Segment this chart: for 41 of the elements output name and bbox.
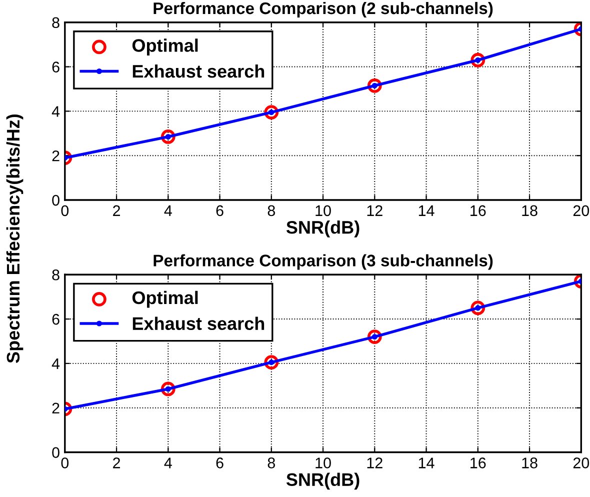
x-tick-label: 4 <box>164 205 172 216</box>
legend-label: Optimal <box>132 290 198 308</box>
x-tick-label: 12 <box>367 205 382 216</box>
x-tick-label: 0 <box>61 458 69 468</box>
legend-label: Optimal <box>132 38 198 56</box>
x-axis-title: SNR(dB) <box>286 220 360 238</box>
y-tick-label: 6 <box>52 314 60 325</box>
x-tick-label: 14 <box>418 458 434 468</box>
x-tick-label: 18 <box>522 205 538 216</box>
x-tick-label: 8 <box>268 205 275 216</box>
y-tick-label: 4 <box>52 358 60 369</box>
y-tick-label: 2 <box>52 150 60 162</box>
x-tick-label: 20 <box>573 205 590 216</box>
x-tick-label: 14 <box>418 205 434 216</box>
x-tick-label: 18 <box>522 458 538 468</box>
x-tick-label: 2 <box>113 205 120 216</box>
y-axis-title: Spectrum Effeciency(bits/Hz) <box>6 114 24 363</box>
x-tick-label: 0 <box>61 205 69 216</box>
x-tick-label: 16 <box>470 458 486 468</box>
y-tick-label: 6 <box>52 62 60 72</box>
x-tick-label: 12 <box>367 458 382 468</box>
legend-label: Exhaust search <box>132 316 264 330</box>
x-tick-label: 8 <box>268 458 275 468</box>
x-tick-label: 2 <box>113 458 120 468</box>
x-tick-label: 16 <box>470 205 486 216</box>
x-tick-label: 10 <box>316 205 331 216</box>
legend-label: Exhaust search <box>132 64 264 78</box>
chart-title: Performance Comparison (3 sub-channels) <box>154 254 493 270</box>
chart-title: Performance Comparison (2 sub-channels) <box>154 2 493 18</box>
y-tick-label: 2 <box>52 402 60 414</box>
x-tick-label: 4 <box>164 458 172 468</box>
x-tick-label: 20 <box>573 458 590 468</box>
x-tick-label: 6 <box>216 458 224 468</box>
x-tick-label: 10 <box>316 458 331 468</box>
x-tick-label: 6 <box>216 205 224 216</box>
x-axis-title: SNR(dB) <box>286 472 360 490</box>
y-tick-label: 8 <box>52 17 60 28</box>
y-tick-label: 4 <box>52 106 60 117</box>
y-tick-label: 0 <box>52 447 60 458</box>
y-tick-label: 8 <box>52 269 60 280</box>
y-tick-label: 0 <box>52 194 60 206</box>
